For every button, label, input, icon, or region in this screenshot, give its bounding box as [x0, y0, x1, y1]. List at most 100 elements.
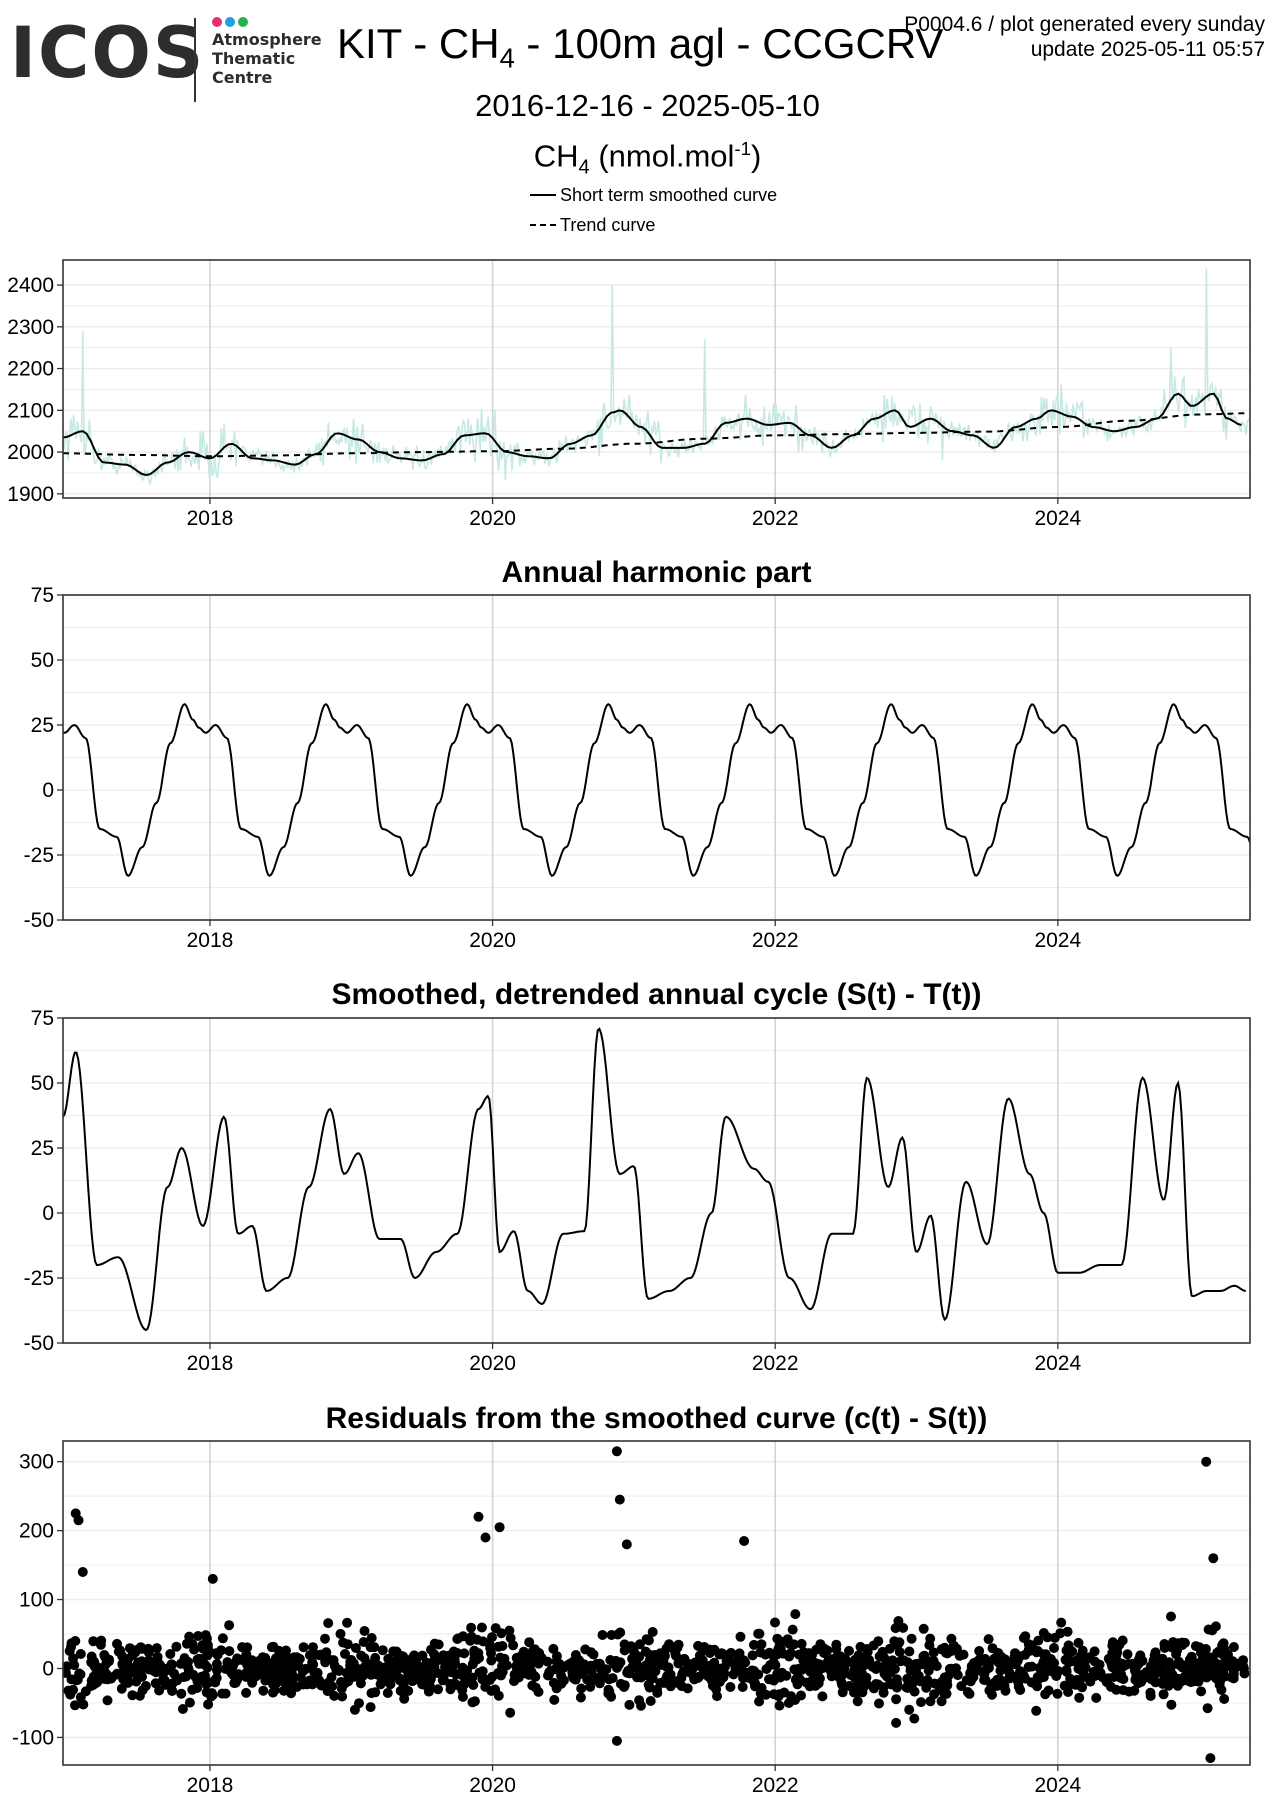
residual-point [358, 1637, 369, 1647]
residual-point [217, 1633, 228, 1644]
residual-point [476, 1622, 487, 1633]
residual-point [377, 1671, 388, 1682]
x-tick-label: 2022 [752, 1774, 799, 1797]
residual-point [359, 1626, 370, 1636]
residual-point [1111, 1650, 1122, 1661]
residual-point [1089, 1656, 1100, 1667]
residual-outlier-point [614, 1494, 625, 1505]
residual-point [279, 1676, 289, 1687]
residual-point [636, 1700, 646, 1711]
residual-point [556, 1662, 566, 1673]
residual-point [365, 1702, 376, 1713]
residual-outlier-point [473, 1511, 484, 1522]
icos-logo-wordmark: ICOS [10, 12, 206, 94]
residual-point [1228, 1642, 1239, 1652]
y-tick-label: 100 [19, 1589, 54, 1612]
residual-point [349, 1704, 360, 1715]
residual-point [1020, 1649, 1031, 1660]
residual-point [847, 1657, 858, 1668]
residual-point [1169, 1675, 1180, 1686]
residual-point [452, 1634, 463, 1644]
chart-panel-3: Smoothed, detrended annual cycle (S(t) -… [24, 978, 1251, 1375]
residual-point [212, 1650, 223, 1660]
residual-point [527, 1680, 538, 1691]
residual-point [891, 1694, 902, 1705]
residual-point [909, 1665, 920, 1676]
residual-point [370, 1687, 381, 1698]
y-tick-label: 200 [19, 1520, 54, 1543]
residual-point [874, 1698, 884, 1709]
residual-point [816, 1663, 827, 1674]
y-tick-label: 25 [31, 714, 54, 737]
residual-outlier-point [1201, 1456, 1212, 1467]
residual-point [643, 1635, 654, 1646]
residual-point [1164, 1657, 1175, 1668]
residual-point [241, 1687, 252, 1698]
residual-point [898, 1655, 909, 1666]
residual-point [320, 1633, 330, 1644]
residual-point [466, 1622, 477, 1633]
residual-point [1000, 1685, 1011, 1696]
residual-point [187, 1684, 198, 1695]
residual-point [1115, 1672, 1126, 1683]
residual-point [1089, 1646, 1100, 1657]
residual-point [604, 1674, 615, 1685]
residual-point [777, 1648, 788, 1659]
residual-point [1080, 1662, 1091, 1673]
x-tick-label: 2020 [469, 1352, 516, 1375]
residual-point [529, 1644, 540, 1655]
residual-point [610, 1655, 621, 1666]
residual-point [122, 1676, 133, 1687]
residual-point [747, 1650, 758, 1661]
residual-point [647, 1627, 658, 1637]
unit-sup: -1 [734, 138, 751, 159]
unit-mid: (nmol.mol [589, 138, 735, 174]
logo-divider [194, 18, 196, 102]
residual-point [918, 1623, 929, 1634]
residual-point [486, 1655, 497, 1666]
residual-point [433, 1684, 443, 1695]
plot-area [63, 702, 1250, 878]
residual-point [338, 1637, 349, 1648]
residual-point [323, 1618, 334, 1629]
residual-point [495, 1652, 506, 1663]
residual-point [578, 1666, 589, 1677]
residual-point [749, 1639, 759, 1650]
residual-point [1040, 1689, 1051, 1700]
residual-outlier-point [611, 1446, 622, 1457]
legend-item-trend: Trend curve [530, 210, 777, 240]
residual-point [1166, 1611, 1176, 1622]
y-tick-label: 75 [31, 1007, 54, 1030]
residual-point [1210, 1672, 1221, 1683]
residual-point [839, 1663, 850, 1673]
y-tick-label: 25 [31, 1137, 54, 1160]
chart-title: Residuals from the smoothed curve (c(t) … [326, 1402, 988, 1435]
residual-point [974, 1656, 985, 1667]
residual-point [131, 1665, 142, 1675]
residual-point [189, 1644, 200, 1655]
residual-point [1053, 1666, 1064, 1677]
residual-point [966, 1664, 977, 1675]
residual-point [145, 1657, 156, 1668]
x-tick-label: 2018 [187, 1352, 234, 1375]
residual-point [1196, 1686, 1207, 1697]
residual-point [157, 1675, 168, 1686]
residual-point [1226, 1672, 1237, 1683]
residual-point [623, 1642, 634, 1653]
unit-sub: 4 [578, 156, 590, 179]
residual-point [987, 1643, 998, 1654]
residual-point [393, 1661, 404, 1672]
residual-point [784, 1638, 795, 1649]
residual-point [425, 1675, 436, 1686]
plot-info: P0004.6 / plot generated every sunday up… [904, 12, 1265, 62]
logo-subtitle-line-1: Atmosphere [212, 30, 322, 49]
residual-point [137, 1671, 147, 1682]
panel-border [62, 259, 1251, 499]
residual-point [533, 1686, 544, 1697]
residual-point [153, 1660, 164, 1671]
update-timestamp: update 2025-05-11 05:57 [1030, 38, 1265, 61]
residual-point [990, 1680, 1001, 1691]
residual-point [548, 1677, 559, 1688]
residual-point [753, 1669, 764, 1680]
residual-point [345, 1658, 356, 1669]
